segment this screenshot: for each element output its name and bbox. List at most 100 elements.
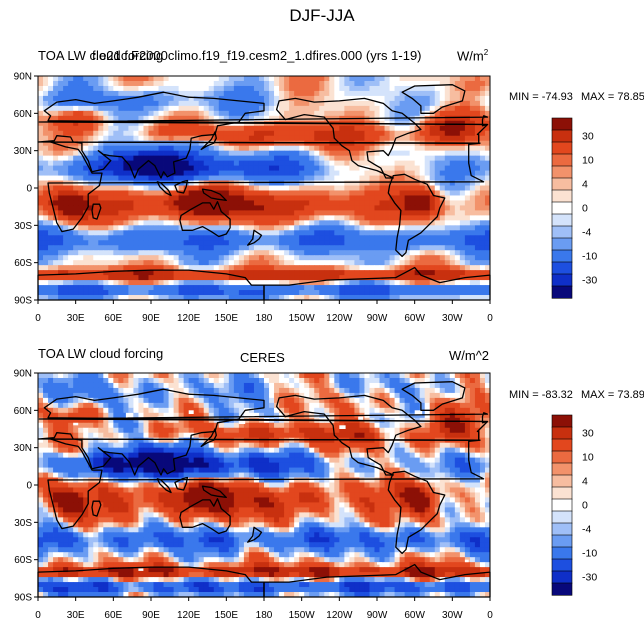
field-cell [98,195,104,201]
field-cell [63,135,69,142]
field-cell [364,250,370,256]
field-cell [133,235,139,241]
field-cell [289,110,295,117]
field-cell [299,220,305,226]
field-cell [454,200,461,206]
field-cell [459,285,466,291]
field-cell [168,195,174,201]
field-cell [459,295,466,301]
field-cell [188,215,195,221]
field-cell [289,285,295,291]
field-cell [38,295,44,301]
field-cell [63,110,69,117]
field-cell [439,165,446,171]
field-cell [454,382,461,389]
field-cell [384,105,390,112]
field-cell [289,402,295,409]
field-cell [374,280,380,286]
field-cell [484,140,491,147]
field-cell [258,215,265,221]
field-cell [339,373,345,379]
field-cell [218,90,225,97]
field-cell [228,402,235,409]
field-cell [188,140,195,147]
field-cell [469,150,476,157]
field-cell [158,76,164,82]
field-cell [329,225,335,231]
field-cell [449,180,456,186]
field-cell [404,135,411,142]
field-cell [258,270,265,276]
field-cell [419,295,426,301]
field-cell [243,160,250,166]
field-cell [319,285,325,291]
field-cell [399,205,406,211]
field-cell [294,115,300,122]
field-cell [309,230,315,236]
field-cell [128,170,134,176]
field-cell [424,397,431,404]
field-cell [163,105,169,112]
field-cell [133,80,139,87]
field-cell [73,225,79,231]
field-cell [454,260,461,266]
field-cell [238,235,245,241]
field-cell [183,195,190,201]
field-cell [419,175,426,181]
field-cell [444,250,451,256]
field-cell [248,245,255,251]
field-cell [43,275,49,281]
field-cell [484,240,491,246]
field-cell [419,180,426,186]
field-cell [469,250,476,256]
field-cell [118,382,124,389]
field-cell [58,285,64,291]
field-cell [128,85,134,92]
field-cell [238,407,245,414]
field-cell [454,392,461,399]
field-cell [203,235,210,241]
field-cell [88,140,94,147]
field-cell [424,230,431,236]
field-cell [158,140,164,147]
field-cell [264,160,270,166]
field-cell [213,290,220,296]
field-cell [103,245,109,251]
field-cell [274,205,280,211]
field-cell [178,220,185,226]
field-cell [173,150,180,157]
field-cell [314,265,320,271]
field-cell [464,170,471,176]
field-cell [183,190,190,196]
field-cell [68,412,74,419]
field-cell [399,220,406,226]
field-cell [88,407,94,414]
field-cell [444,76,451,82]
field-cell [279,382,285,389]
field-cell [128,120,134,127]
field-cell [63,240,69,246]
field-cell [53,265,59,271]
field-cell [399,260,406,266]
field-cell [78,120,84,127]
field-cell [48,200,54,206]
field-cell [93,220,99,226]
field-cell [344,90,350,97]
field-cell [339,100,345,107]
field-cell [68,402,74,409]
field-cell [143,215,149,221]
field-cell [469,76,476,82]
field-cell [168,185,174,191]
field-cell [208,76,215,82]
field-cell [213,76,220,82]
field-cell [479,80,486,87]
field-cell [58,125,64,132]
field-cell [304,90,310,97]
field-cell [304,180,310,186]
field-cell [253,85,260,92]
field-cell [158,280,164,286]
field-cell [454,230,461,236]
field-cell [83,402,89,409]
field-cell [409,290,416,296]
field-cell [113,170,119,176]
